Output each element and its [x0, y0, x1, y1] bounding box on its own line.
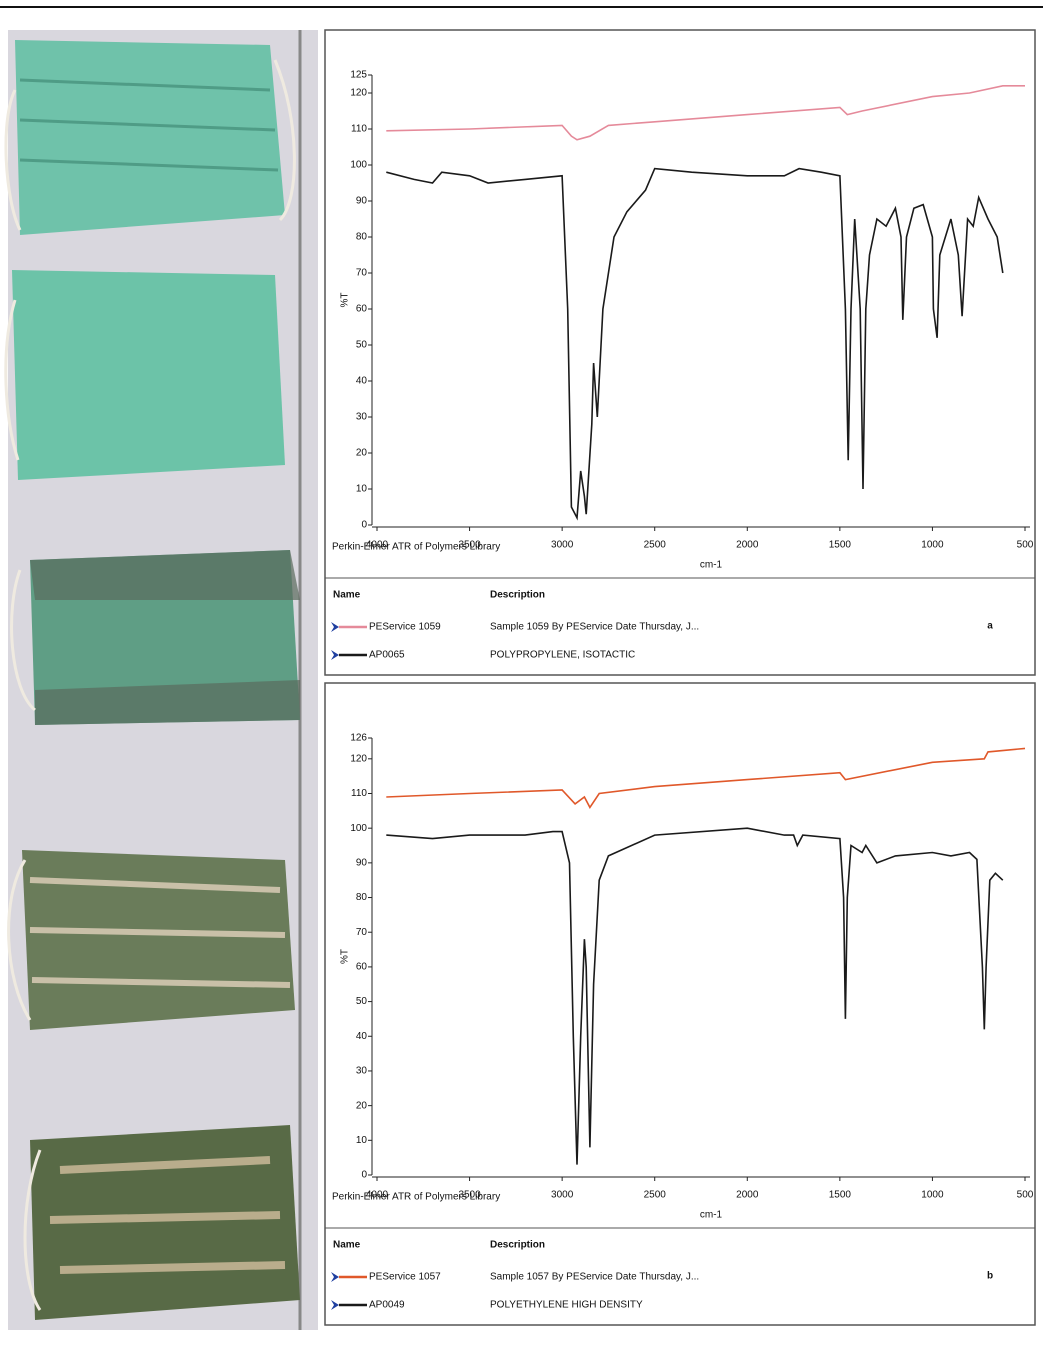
- y-tick-label: 20: [356, 1100, 368, 1111]
- y-tick-label: 50: [356, 996, 368, 1007]
- y-tick-label: 10: [356, 1135, 368, 1146]
- panel: [325, 683, 1035, 1325]
- legend-name: AP0065: [369, 650, 405, 661]
- x-axis-title: cm-1: [700, 1210, 723, 1221]
- x-tick-label: 3000: [551, 540, 574, 551]
- y-tick-label: 70: [356, 927, 368, 938]
- legend-description: POLYETHYLENE HIGH DENSITY: [490, 1300, 643, 1311]
- annotation: Perkin-Elmer ATR of Polymers Library: [332, 542, 500, 553]
- x-axis-title: cm-1: [700, 560, 723, 571]
- y-tick-label: 90: [356, 196, 368, 207]
- x-tick-label: 3000: [551, 1190, 574, 1201]
- y-tick-label: 60: [356, 962, 368, 973]
- y-tick-label: 100: [350, 160, 367, 171]
- mask: [15, 40, 285, 235]
- legend-name: AP0049: [369, 1300, 405, 1311]
- y-tick-label: 40: [356, 1031, 368, 1042]
- y-tick-label: 70: [356, 268, 368, 279]
- photo: [6, 30, 318, 1330]
- legend-header: Name: [333, 1240, 361, 1251]
- x-tick-label: 2000: [736, 540, 759, 551]
- legend-name: PEService 1057: [369, 1272, 441, 1283]
- y-tick-label: 120: [350, 88, 367, 99]
- legend-description: Sample 1057 By PEService Date Thursday, …: [490, 1272, 699, 1283]
- legend-description: Sample 1059 By PEService Date Thursday, …: [490, 622, 699, 633]
- x-tick-label: 2000: [736, 1190, 759, 1201]
- x-tick-label: 500: [1017, 1190, 1034, 1201]
- y-tick-label: 0: [361, 520, 367, 531]
- panel-label: b: [987, 1271, 993, 1282]
- x-tick-label: 2500: [644, 1190, 667, 1201]
- annotation: Perkin-Elmer ATR of Polymers Library: [332, 1192, 500, 1203]
- y-tick-label: 50: [356, 340, 368, 351]
- x-tick-label: 500: [1017, 540, 1034, 551]
- x-tick-label: 1000: [921, 540, 944, 551]
- y-tick-label: 60: [356, 304, 368, 315]
- y-tick-label: 100: [350, 823, 367, 834]
- legend-name: PEService 1059: [369, 622, 441, 633]
- y-tick-label: 125: [350, 70, 367, 81]
- y-tick-label: 110: [351, 788, 367, 799]
- legend-description: POLYPROPYLENE, ISOTACTIC: [490, 650, 635, 661]
- y-tick-label: 40: [356, 376, 368, 387]
- legend-header: Name: [333, 590, 361, 601]
- y-tick-label: 110: [351, 124, 367, 135]
- y-tick-label: 10: [356, 484, 368, 495]
- y-tick-label: 30: [356, 1066, 368, 1077]
- legend-header: Description: [490, 590, 545, 601]
- y-tick-label: 90: [356, 857, 368, 868]
- y-axis-title: %T: [340, 293, 351, 308]
- x-tick-label: 1500: [829, 1190, 852, 1201]
- y-tick-label: 0: [361, 1170, 367, 1181]
- y-axis-title: %T: [340, 949, 351, 964]
- figure: 0102030405060708090100110120125400035003…: [0, 0, 1043, 1349]
- x-tick-label: 1000: [921, 1190, 944, 1201]
- mask: [12, 270, 285, 480]
- panel-label: a: [987, 621, 993, 632]
- y-tick-label: 126: [350, 733, 367, 744]
- x-tick-label: 2500: [644, 540, 667, 551]
- y-tick-label: 30: [356, 412, 368, 423]
- y-tick-label: 20: [356, 448, 368, 459]
- y-tick-label: 80: [356, 232, 368, 243]
- y-tick-label: 80: [356, 892, 368, 903]
- legend-header: Description: [490, 1240, 545, 1251]
- mask: [22, 850, 295, 1030]
- x-tick-label: 1500: [829, 540, 852, 551]
- y-tick-label: 120: [350, 753, 367, 764]
